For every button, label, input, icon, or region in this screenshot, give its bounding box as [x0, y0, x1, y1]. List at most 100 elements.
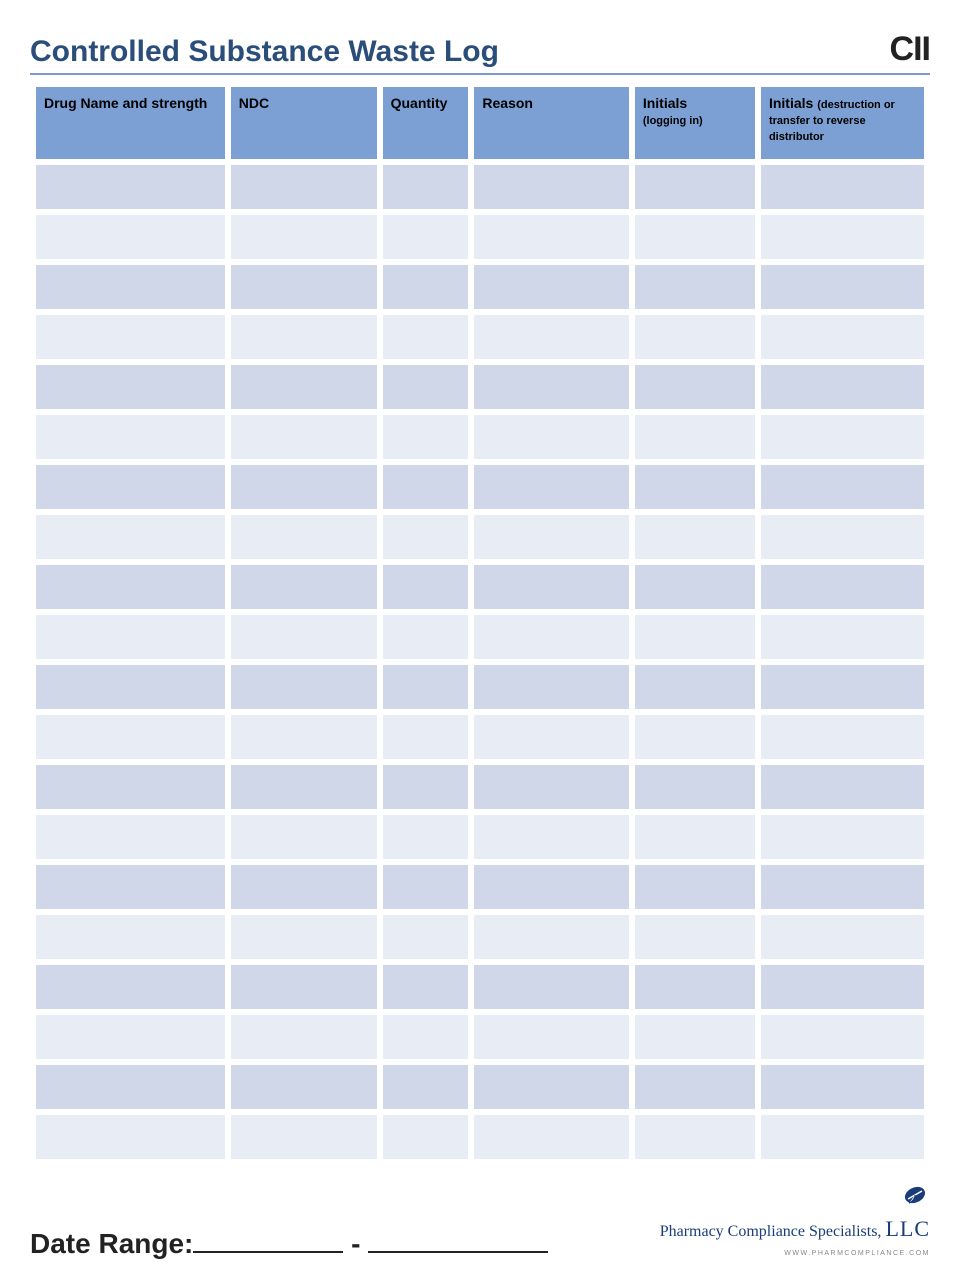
table-cell[interactable]: [635, 665, 755, 709]
table-cell[interactable]: [383, 265, 469, 309]
table-cell[interactable]: [761, 1115, 924, 1159]
table-cell[interactable]: [635, 615, 755, 659]
table-cell[interactable]: [474, 1115, 628, 1159]
table-cell[interactable]: [383, 315, 469, 359]
table-cell[interactable]: [635, 165, 755, 209]
table-cell[interactable]: [36, 765, 225, 809]
table-cell[interactable]: [761, 865, 924, 909]
table-cell[interactable]: [474, 615, 628, 659]
table-cell[interactable]: [36, 715, 225, 759]
table-cell[interactable]: [36, 265, 225, 309]
table-cell[interactable]: [231, 465, 377, 509]
table-cell[interactable]: [36, 165, 225, 209]
table-cell[interactable]: [635, 415, 755, 459]
table-cell[interactable]: [383, 615, 469, 659]
table-cell[interactable]: [231, 865, 377, 909]
date-from-blank[interactable]: [193, 1228, 343, 1253]
table-cell[interactable]: [231, 715, 377, 759]
table-cell[interactable]: [36, 815, 225, 859]
table-cell[interactable]: [36, 1065, 225, 1109]
table-cell[interactable]: [474, 415, 628, 459]
table-cell[interactable]: [383, 465, 469, 509]
table-cell[interactable]: [36, 215, 225, 259]
table-cell[interactable]: [231, 1115, 377, 1159]
table-cell[interactable]: [635, 915, 755, 959]
table-cell[interactable]: [474, 815, 628, 859]
table-cell[interactable]: [36, 665, 225, 709]
table-cell[interactable]: [383, 965, 469, 1009]
table-cell[interactable]: [474, 665, 628, 709]
table-cell[interactable]: [36, 565, 225, 609]
table-cell[interactable]: [36, 515, 225, 559]
table-cell[interactable]: [635, 315, 755, 359]
table-cell[interactable]: [231, 765, 377, 809]
table-cell[interactable]: [231, 215, 377, 259]
table-cell[interactable]: [36, 965, 225, 1009]
table-cell[interactable]: [231, 365, 377, 409]
table-cell[interactable]: [474, 865, 628, 909]
table-cell[interactable]: [635, 815, 755, 859]
table-cell[interactable]: [231, 615, 377, 659]
table-cell[interactable]: [474, 1015, 628, 1059]
table-cell[interactable]: [761, 215, 924, 259]
table-cell[interactable]: [761, 565, 924, 609]
table-cell[interactable]: [635, 1015, 755, 1059]
table-cell[interactable]: [761, 715, 924, 759]
table-cell[interactable]: [383, 1065, 469, 1109]
table-cell[interactable]: [761, 815, 924, 859]
table-cell[interactable]: [383, 365, 469, 409]
table-cell[interactable]: [474, 515, 628, 559]
table-cell[interactable]: [383, 915, 469, 959]
table-cell[interactable]: [474, 165, 628, 209]
table-cell[interactable]: [231, 315, 377, 359]
table-cell[interactable]: [474, 565, 628, 609]
table-cell[interactable]: [474, 365, 628, 409]
table-cell[interactable]: [635, 565, 755, 609]
table-cell[interactable]: [383, 765, 469, 809]
table-cell[interactable]: [761, 765, 924, 809]
table-cell[interactable]: [383, 815, 469, 859]
table-cell[interactable]: [761, 965, 924, 1009]
table-cell[interactable]: [761, 1015, 924, 1059]
table-cell[interactable]: [761, 415, 924, 459]
table-cell[interactable]: [761, 1065, 924, 1109]
table-cell[interactable]: [761, 665, 924, 709]
table-cell[interactable]: [36, 465, 225, 509]
table-cell[interactable]: [635, 965, 755, 1009]
table-cell[interactable]: [383, 165, 469, 209]
table-cell[interactable]: [383, 415, 469, 459]
table-cell[interactable]: [383, 215, 469, 259]
table-cell[interactable]: [36, 415, 225, 459]
table-cell[interactable]: [474, 965, 628, 1009]
table-cell[interactable]: [635, 265, 755, 309]
table-cell[interactable]: [231, 565, 377, 609]
table-cell[interactable]: [383, 1115, 469, 1159]
table-cell[interactable]: [761, 515, 924, 559]
table-cell[interactable]: [761, 315, 924, 359]
table-cell[interactable]: [231, 815, 377, 859]
table-cell[interactable]: [474, 315, 628, 359]
table-cell[interactable]: [761, 265, 924, 309]
table-cell[interactable]: [761, 365, 924, 409]
table-cell[interactable]: [474, 265, 628, 309]
table-cell[interactable]: [635, 465, 755, 509]
table-cell[interactable]: [231, 665, 377, 709]
table-cell[interactable]: [231, 915, 377, 959]
table-cell[interactable]: [635, 865, 755, 909]
table-cell[interactable]: [761, 615, 924, 659]
table-cell[interactable]: [36, 865, 225, 909]
table-cell[interactable]: [635, 715, 755, 759]
table-cell[interactable]: [761, 915, 924, 959]
table-cell[interactable]: [36, 365, 225, 409]
table-cell[interactable]: [383, 715, 469, 759]
table-cell[interactable]: [231, 415, 377, 459]
table-cell[interactable]: [474, 1065, 628, 1109]
table-cell[interactable]: [635, 765, 755, 809]
date-to-blank[interactable]: [368, 1228, 548, 1253]
table-cell[interactable]: [231, 1065, 377, 1109]
table-cell[interactable]: [635, 515, 755, 559]
table-cell[interactable]: [231, 965, 377, 1009]
table-cell[interactable]: [383, 565, 469, 609]
table-cell[interactable]: [635, 1065, 755, 1109]
table-cell[interactable]: [474, 765, 628, 809]
